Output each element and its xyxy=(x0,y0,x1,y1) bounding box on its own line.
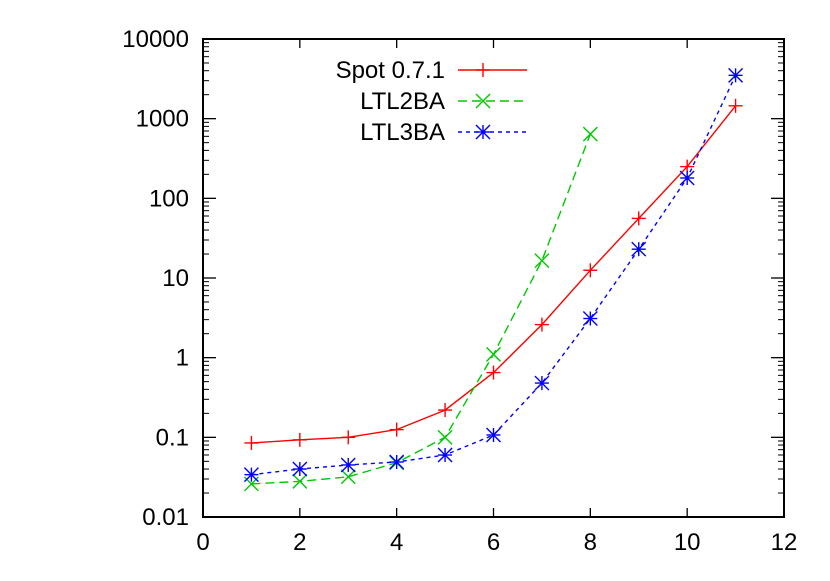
y-tick-label: 10 xyxy=(162,265,189,292)
x-tick-label: 8 xyxy=(584,529,597,556)
data-point xyxy=(486,365,501,380)
y-tick-label: 0.01 xyxy=(142,504,189,531)
data-point xyxy=(340,457,356,473)
data-point xyxy=(534,253,550,269)
legend-label: Spot 0.7.1 xyxy=(336,57,445,84)
legend-label: LTL3BA xyxy=(360,119,445,146)
data-point xyxy=(486,427,501,443)
x-tick-label: 4 xyxy=(390,529,403,556)
legend-marker xyxy=(475,93,491,109)
data-point xyxy=(243,467,259,483)
x-tick-label: 10 xyxy=(674,529,701,556)
legend-marker xyxy=(476,63,490,77)
data-point xyxy=(728,67,744,83)
data-point xyxy=(728,98,743,113)
data-point xyxy=(389,422,404,437)
x-tick-label: 6 xyxy=(487,529,500,556)
data-point xyxy=(582,126,598,142)
x-tick-label: 0 xyxy=(196,529,209,556)
y-tick-label: 0.1 xyxy=(156,424,189,451)
legend-marker xyxy=(475,124,491,140)
plot-frame xyxy=(202,38,785,518)
data-point xyxy=(486,346,501,362)
data-point xyxy=(631,241,647,257)
data-point xyxy=(582,311,598,327)
series-line-2 xyxy=(251,75,737,476)
y-tick-label: 10000 xyxy=(122,26,189,53)
x-tick-label: 12 xyxy=(771,529,798,556)
data-point xyxy=(437,429,453,445)
data-point xyxy=(292,432,307,447)
legend-label: LTL2BA xyxy=(360,88,445,115)
data-point xyxy=(292,461,308,477)
data-point xyxy=(340,469,356,485)
y-tick-label: 1 xyxy=(176,345,189,372)
series-line-1 xyxy=(251,133,591,485)
data-point xyxy=(341,430,356,445)
data-point xyxy=(631,211,646,226)
data-point xyxy=(437,447,453,463)
data-point xyxy=(583,263,598,278)
data-point xyxy=(292,473,308,489)
y-tick-label: 100 xyxy=(149,185,189,212)
series-line-0 xyxy=(251,105,737,444)
y-tick-label: 1000 xyxy=(136,106,189,133)
data-point xyxy=(389,454,405,470)
x-tick-label: 2 xyxy=(293,529,306,556)
data-point xyxy=(679,170,695,186)
data-point xyxy=(534,375,550,391)
data-point xyxy=(244,435,259,450)
data-point xyxy=(438,403,453,418)
data-point xyxy=(534,317,549,332)
